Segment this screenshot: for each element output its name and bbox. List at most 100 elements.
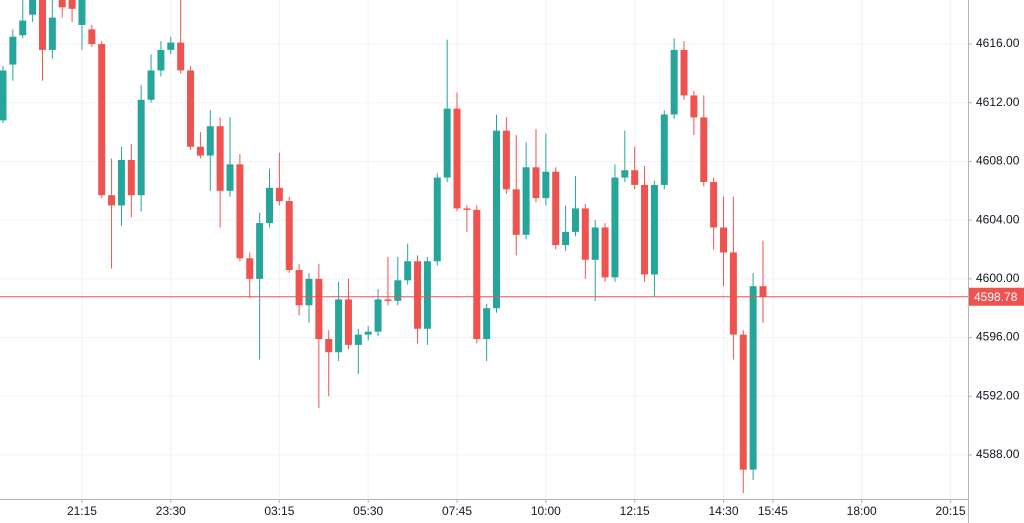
- candle-body: [9, 36, 17, 65]
- y-tick-label: 4608.00: [976, 154, 1020, 168]
- candle-body: [394, 280, 402, 301]
- candle-body: [196, 146, 204, 156]
- candle-body: [443, 108, 451, 178]
- y-tick-label: 4592.00: [976, 388, 1020, 402]
- candle-body: [621, 170, 629, 178]
- candle-body: [335, 299, 343, 353]
- candle-body: [206, 126, 214, 156]
- candle-body: [502, 130, 510, 190]
- candle-body: [88, 29, 96, 45]
- candle-body: [19, 20, 27, 36]
- candle-body: [650, 184, 658, 275]
- candle-body: [729, 252, 737, 335]
- candle-body: [720, 227, 728, 253]
- candle-body: [256, 223, 264, 279]
- candle-body: [236, 164, 244, 259]
- x-tick-label: 20:15: [936, 504, 966, 518]
- candle-body: [354, 334, 362, 345]
- x-tick-label: 23:30: [156, 504, 186, 518]
- candle-body: [0, 70, 7, 121]
- x-tick-label: 12:15: [620, 504, 650, 518]
- candle-body: [384, 299, 392, 301]
- candle-body: [374, 299, 382, 332]
- candle-body: [48, 17, 56, 50]
- candle-body: [295, 270, 303, 306]
- candle-body: [98, 44, 106, 196]
- candle-body: [631, 170, 639, 185]
- candle-body: [226, 164, 234, 191]
- candle-body: [532, 167, 540, 199]
- candle-body: [147, 70, 155, 100]
- candle-body: [641, 184, 649, 275]
- candle-body: [433, 177, 441, 262]
- candle-body: [423, 261, 431, 329]
- candle-body: [117, 159, 125, 206]
- candle-body: [453, 108, 461, 209]
- candle-body: [473, 209, 481, 340]
- candle-body: [611, 177, 619, 278]
- candle-body: [187, 70, 195, 147]
- last-price-box: [968, 287, 1024, 306]
- candle-body: [522, 167, 530, 235]
- candle-body: [680, 49, 688, 96]
- candle-body: [285, 201, 293, 271]
- candle-body: [483, 308, 491, 340]
- candle-body: [216, 126, 224, 191]
- candle-body: [344, 299, 352, 345]
- x-tick-label: 18:00: [847, 504, 877, 518]
- candle-body: [246, 258, 254, 279]
- candle-body: [710, 181, 718, 228]
- candle-body: [58, 0, 66, 8]
- candle-body: [690, 95, 698, 118]
- candle-body: [749, 286, 757, 470]
- x-tick-label: 14:30: [708, 504, 738, 518]
- candle-body: [493, 130, 500, 309]
- candle-body: [404, 261, 412, 281]
- y-tick-label: 4600.00: [976, 271, 1020, 285]
- candle-body: [414, 261, 422, 329]
- candle-body: [315, 278, 323, 340]
- candle-body: [325, 339, 333, 353]
- candle-body: [265, 187, 273, 224]
- candle-body: [275, 187, 283, 202]
- candle-body: [68, 0, 76, 9]
- candle-body: [739, 334, 747, 470]
- x-tick-label: 03:15: [264, 504, 294, 518]
- x-tick-label: 10:00: [531, 504, 561, 518]
- candle-body: [78, 0, 86, 25]
- candle-body: [581, 208, 589, 260]
- y-tick-label: 4612.00: [976, 95, 1020, 109]
- candle-body: [38, 0, 46, 50]
- candle-body: [552, 171, 560, 246]
- x-tick-label: 21:15: [67, 504, 97, 518]
- candle-body: [463, 208, 471, 210]
- last-price-label: 4598.78: [974, 290, 1018, 304]
- x-tick-label: 15:45: [758, 504, 788, 518]
- candle-body: [157, 49, 165, 71]
- x-tick-label: 07:45: [442, 504, 472, 518]
- y-tick-label: 4596.00: [976, 330, 1020, 344]
- y-tick-label: 4604.00: [976, 212, 1020, 226]
- candle-body: [127, 159, 135, 196]
- candle-body: [670, 49, 678, 115]
- x-tick-label: 05:30: [353, 504, 383, 518]
- candle-body: [700, 117, 708, 182]
- candle-body: [305, 278, 313, 306]
- y-tick-label: 4588.00: [976, 447, 1020, 461]
- candle-body: [29, 0, 37, 15]
- candle-body: [759, 286, 767, 297]
- candle-body: [108, 195, 116, 206]
- candle-body: [601, 227, 609, 278]
- candle-body: [364, 331, 372, 335]
- y-tick-label: 4616.00: [976, 36, 1020, 50]
- candle-body: [562, 231, 570, 246]
- candle-body: [571, 208, 579, 232]
- candle-body: [137, 99, 145, 196]
- candle-body: [591, 227, 599, 260]
- candle-body: [167, 42, 175, 50]
- candle-body: [660, 114, 668, 185]
- candle-body: [542, 171, 550, 199]
- candle-body: [177, 42, 185, 71]
- candle-body: [512, 189, 520, 235]
